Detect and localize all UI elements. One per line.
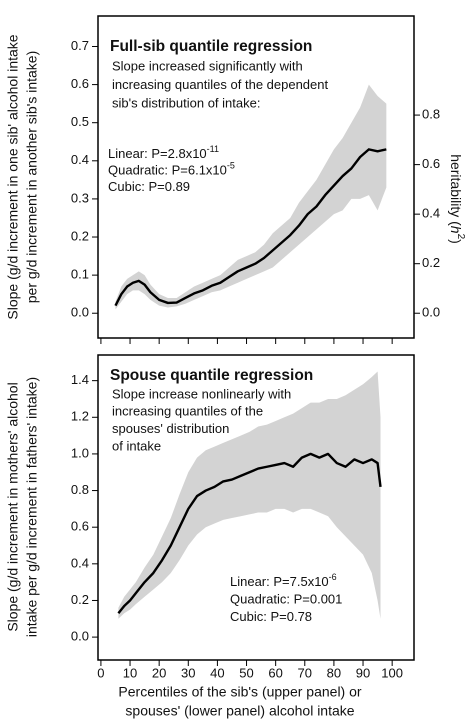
x-tick-label: 100 bbox=[381, 665, 403, 680]
panel-note: increasing quantiles of the dependent bbox=[112, 77, 328, 92]
stat-text: Cubic: P=0.78 bbox=[230, 609, 312, 624]
panel-note: Slope increase nonlinearly with bbox=[112, 386, 291, 401]
y2-tick-label: 0.0 bbox=[422, 305, 440, 320]
stat-text: Linear: P=2.8x10 bbox=[108, 146, 207, 161]
y2-axis-label-part: 2 bbox=[455, 234, 466, 240]
y-axis-label: per g/d increment in another sib's intak… bbox=[24, 51, 40, 303]
stat-line: Cubic: P=0.78 bbox=[230, 609, 312, 624]
y-tick-label: 0.3 bbox=[71, 190, 89, 205]
y-tick-label: 0.4 bbox=[71, 152, 89, 167]
y-axis-label: Slope (g/d increment in one sib' alcohol… bbox=[5, 34, 21, 319]
y-tick-label: 0.0 bbox=[71, 305, 89, 320]
panel-note: spouses' distribution bbox=[112, 421, 229, 436]
y-axis-label: Slope (g/d increment in mothers' alcohol bbox=[5, 382, 21, 631]
stat-text: Linear: P=7.5x10 bbox=[230, 574, 329, 589]
y2-tick-label: 0.8 bbox=[422, 107, 440, 122]
y-tick-label: 0.0 bbox=[71, 629, 89, 644]
stat-text: Quadratic: P=6.1x10 bbox=[108, 163, 227, 178]
x-tick-label: 20 bbox=[152, 665, 166, 680]
y-tick-label: 0.4 bbox=[71, 555, 89, 570]
panel-title: Full-sib quantile regression bbox=[110, 38, 312, 55]
panel-note: of intake bbox=[112, 438, 161, 453]
x-tick-label: 10 bbox=[123, 665, 137, 680]
y-tick-label: 1.0 bbox=[71, 445, 89, 460]
y2-tick-label: 0.2 bbox=[422, 255, 440, 270]
stat-line: Quadratic: P=0.001 bbox=[230, 592, 342, 607]
x-tick-label: 90 bbox=[356, 665, 370, 680]
y-tick-label: 1.2 bbox=[71, 409, 89, 424]
x-tick-label: 0 bbox=[97, 665, 104, 680]
x-axis-label: Percentiles of the sib's (upper panel) o… bbox=[118, 684, 361, 700]
panel-title: Spouse quantile regression bbox=[110, 367, 313, 384]
x-tick-label: 80 bbox=[327, 665, 341, 680]
x-tick-label: 30 bbox=[181, 665, 195, 680]
y-tick-label: 0.6 bbox=[71, 519, 89, 534]
stat-exponent: -6 bbox=[329, 572, 337, 582]
y-axis-label: intake per g/d increment in fathers' int… bbox=[24, 377, 40, 637]
y-tick-label: 0.8 bbox=[71, 482, 89, 497]
data-line bbox=[117, 452, 382, 615]
y2-axis-label: heritability (h2) bbox=[448, 154, 466, 244]
y-tick-label: 0.2 bbox=[71, 228, 89, 243]
y-tick-label: 0.5 bbox=[71, 114, 89, 129]
plot-frame bbox=[97, 15, 415, 339]
y2-tick-label: 0.6 bbox=[422, 156, 440, 171]
confidence-band bbox=[115, 84, 387, 310]
y-tick-label: 0.2 bbox=[71, 592, 89, 607]
stat-line: Linear: P=2.8x10-11 bbox=[108, 144, 219, 161]
x-tick-label: 70 bbox=[298, 665, 312, 680]
y-tick-label: 0.1 bbox=[71, 267, 89, 282]
x-axis-label: spouses' (lower panel) alcohol intake bbox=[125, 703, 354, 719]
data-line bbox=[114, 148, 387, 307]
y2-axis-label-part: h bbox=[448, 226, 464, 234]
panel-note: sib's distribution of intake: bbox=[112, 95, 260, 110]
stat-exponent: -5 bbox=[227, 161, 235, 171]
stat-line: Linear: P=7.5x10-6 bbox=[230, 572, 337, 589]
stat-text: Quadratic: P=0.001 bbox=[230, 592, 342, 607]
confidence-band bbox=[118, 371, 381, 619]
x-tick-label: 60 bbox=[268, 665, 282, 680]
stat-exponent: -11 bbox=[207, 144, 219, 154]
stat-text: Cubic: P=0.89 bbox=[108, 179, 190, 194]
y-tick-label: 0.6 bbox=[71, 76, 89, 91]
stat-line: Quadratic: P=6.1x10-5 bbox=[108, 161, 235, 178]
y2-tick-label: 0.4 bbox=[422, 206, 440, 221]
y2-axis-label-part: heritability ( bbox=[448, 154, 464, 226]
y-tick-label: 1.4 bbox=[71, 372, 89, 387]
panel-note: increasing quantiles of the bbox=[112, 404, 263, 419]
x-tick-label: 50 bbox=[239, 665, 253, 680]
y2-axis-label-part: ) bbox=[448, 239, 464, 244]
panel-note: Slope increased significantly with bbox=[112, 58, 303, 73]
x-tick-label: 40 bbox=[210, 665, 224, 680]
plot-frame bbox=[97, 354, 415, 661]
stat-line: Cubic: P=0.89 bbox=[108, 179, 190, 194]
y-tick-label: 0.7 bbox=[71, 38, 89, 53]
